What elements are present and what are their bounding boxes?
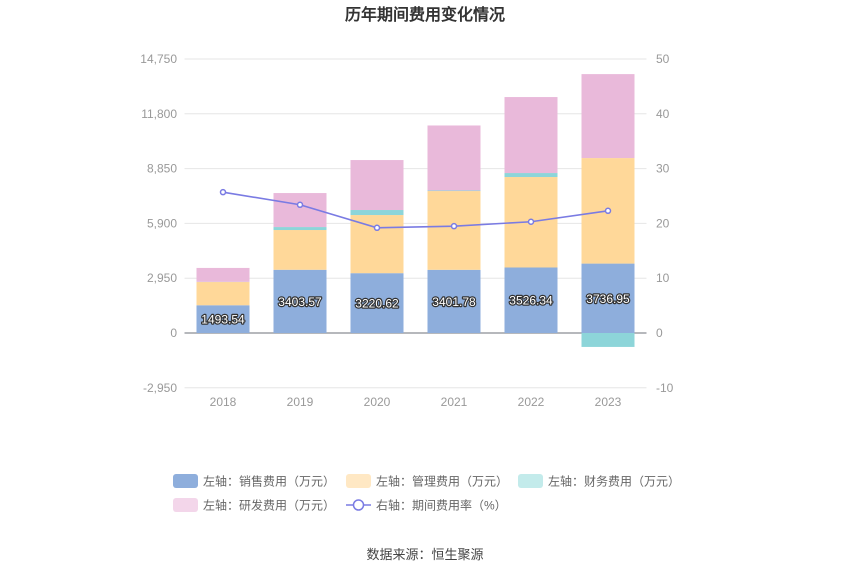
bars [196, 74, 635, 347]
bar-series3-2021 [427, 125, 481, 191]
bar-series1-2019 [273, 230, 327, 270]
x-axis-tick-label: 2019 [287, 395, 314, 409]
data-label-2021: 3401.78 [432, 295, 476, 309]
legend-circle-icon [352, 499, 365, 511]
left-axis-tick-label: 8,850 [147, 162, 177, 176]
legend-swatch-financial [518, 474, 543, 488]
bar-series2-2021 [427, 190, 481, 192]
rate-point-2018 [219, 188, 227, 196]
right-y-axis: 50 40 30 20 10 0 -10 [656, 52, 674, 395]
x-axis: 2018 2019 2020 2021 2022 2023 [184, 332, 647, 409]
legend-label-sales: 左轴：销售费用（万元） [203, 474, 335, 489]
right-axis-tick-label: 30 [656, 162, 670, 176]
left-axis-tick-label: 0 [170, 326, 177, 340]
bar-series3-2022 [504, 97, 558, 174]
bar-series3-2020 [350, 160, 404, 211]
left-axis-tick-label: 5,900 [147, 216, 177, 230]
data-label-2022: 3526.34 [509, 294, 553, 308]
right-axis-tick-label: 50 [656, 52, 670, 66]
legend-label-expense-rate: 右轴：期间费用率（%） [376, 498, 507, 513]
x-axis-tick-label: 2018 [210, 395, 237, 409]
bar-series1-2018 [196, 282, 250, 306]
bar-series1-2020 [350, 215, 404, 274]
left-y-axis: 14,750 11,800 8,850 5,900 2,950 0 -2,950 [140, 52, 177, 395]
bar-series0-2020 [350, 273, 404, 333]
x-axis-tick-label: 2023 [595, 395, 622, 409]
bar-series0-2022 [504, 267, 558, 333]
rate-line [222, 191, 609, 229]
bar-series2-2022 [504, 173, 558, 178]
bar-series2-2020 [350, 210, 404, 216]
rate-point-2021 [450, 222, 458, 230]
legend-swatch-management [346, 474, 371, 488]
left-axis-tick-label: -2,950 [143, 381, 177, 395]
right-axis-tick-label: -10 [656, 381, 674, 395]
data-source-note: 数据来源：恒生聚源 [366, 547, 483, 562]
right-axis-tick-label: 10 [656, 271, 670, 285]
x-axis-tick-label: 2021 [441, 395, 468, 409]
legend-label-rnd: 左轴：研发费用（万元） [203, 498, 335, 513]
left-axis-tick-label: 11,800 [141, 107, 177, 121]
x-axis-tick-label: 2022 [518, 395, 545, 409]
bar-series0-2021 [427, 269, 481, 333]
data-label-2018: 1493.54 [201, 313, 245, 327]
legend-item-financial[interactable]: 左轴：财务费用（万元） [518, 474, 680, 489]
bar-series0-2019 [273, 269, 327, 333]
right-axis-tick-label: 0 [656, 326, 663, 340]
left-axis-tick-label: 2,950 [147, 271, 177, 285]
legend-item-expense-rate[interactable]: 右轴：期间费用率（%） [346, 498, 507, 513]
legend-item-rnd[interactable]: 左轴：研发费用（万元） [173, 498, 335, 513]
legend-swatch-rnd [173, 498, 198, 512]
right-axis-tick-label: 20 [656, 216, 670, 230]
legend-item-management[interactable]: 左轴：管理费用（万元） [346, 474, 508, 489]
rate-point-2023 [604, 207, 612, 215]
data-label-2023: 3736.95 [586, 292, 630, 306]
rate-point-2020 [373, 224, 381, 232]
bar-series3-2023 [581, 74, 635, 159]
left-axis-tick-label: 14,750 [140, 52, 177, 66]
rate-point-2022 [527, 218, 535, 226]
legend-label-management: 左轴：管理费用（万元） [376, 474, 508, 489]
rate-line-series [219, 188, 612, 232]
legend-swatch-sales [173, 474, 198, 488]
bar-series2-2023 [581, 333, 635, 347]
bar-series3-2018 [196, 267, 250, 282]
legend-item-sales[interactable]: 左轴：销售费用（万元） [173, 474, 335, 489]
data-label-2020: 3220.62 [355, 297, 399, 311]
x-axis-tick-label: 2020 [364, 395, 391, 409]
gridlines [184, 58, 647, 389]
bar-series0-2023 [581, 263, 635, 333]
bar-series2-2019 [273, 227, 327, 231]
rate-point-2019 [296, 201, 304, 209]
right-axis-tick-label: 40 [656, 107, 670, 121]
bar-series0-2018 [196, 305, 250, 333]
data-label-2019: 3403.57 [278, 295, 322, 309]
chart-title: 历年期间费用变化情况 [345, 5, 505, 24]
legend: 左轴：销售费用（万元） 左轴：管理费用（万元） 左轴：财务费用（万元） 左轴：研… [173, 474, 680, 513]
bar-series1-2021 [427, 191, 481, 270]
data-labels: 1493.54 3403.57 3220.62 3401.78 3526.34 3736.… [200, 291, 631, 328]
legend-label-financial: 左轴：财务费用（万元） [548, 474, 680, 489]
